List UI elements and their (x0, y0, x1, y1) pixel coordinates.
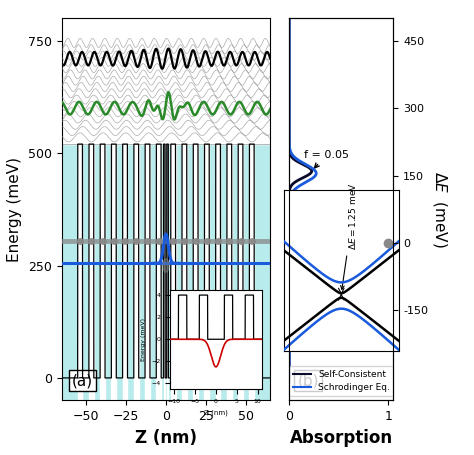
Text: (b): (b) (298, 373, 319, 388)
X-axis label: Z (nm): Z (nm) (135, 429, 197, 447)
Text: f = 0.05: f = 0.05 (304, 150, 349, 168)
Y-axis label: Energy (meV): Energy (meV) (7, 157, 22, 262)
Text: (a): (a) (72, 373, 93, 388)
Text: f = 0.22: f = 0.22 (304, 192, 385, 240)
Ellipse shape (163, 259, 169, 272)
Legend: Self-Consistent, Schrodinger Eq.: Self-Consistent, Schrodinger Eq. (289, 366, 393, 396)
X-axis label: Absorption: Absorption (290, 429, 393, 447)
Y-axis label: $\Delta E$  (meV): $\Delta E$ (meV) (431, 171, 449, 248)
